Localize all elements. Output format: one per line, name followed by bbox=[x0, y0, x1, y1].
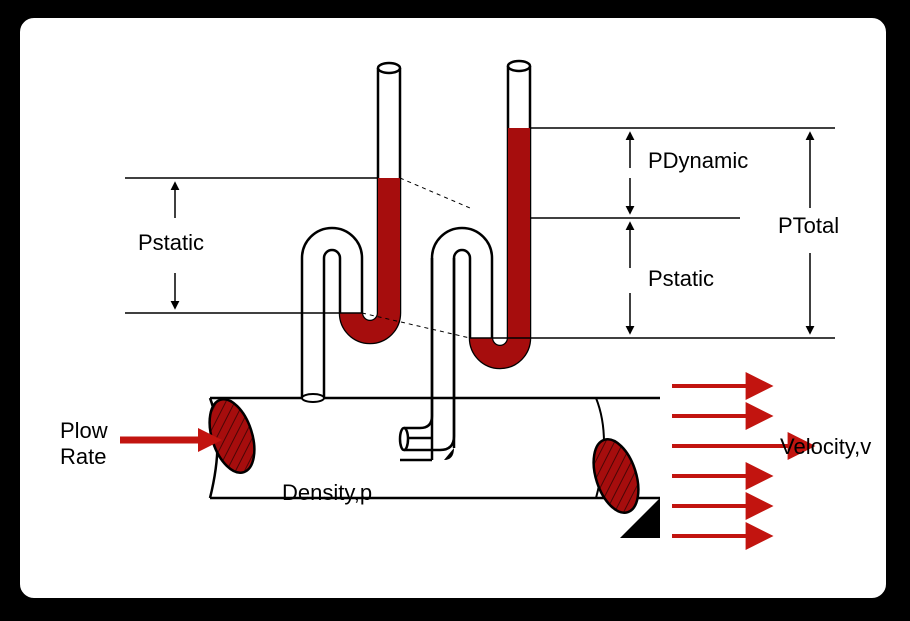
velocity-label: Velocity,v bbox=[780, 434, 871, 460]
flow-rate-arrow bbox=[120, 428, 222, 452]
pstatic-left-label: Pstatic bbox=[138, 230, 204, 256]
static-u-tube bbox=[302, 63, 400, 402]
pipe bbox=[210, 398, 660, 538]
diagram-svg bbox=[20, 18, 886, 598]
static-tube-fluid bbox=[340, 178, 400, 343]
ptotal-label: PTotal bbox=[778, 213, 839, 239]
diagram-frame: Plow Rate Density,p Velocity,v Pstatic P… bbox=[18, 16, 888, 600]
outlet-cross-section bbox=[585, 434, 647, 519]
pitot-tube-fluid bbox=[470, 128, 530, 368]
pstatic-right-label: Pstatic bbox=[648, 266, 714, 292]
pdynamic-label: PDynamic bbox=[648, 148, 748, 174]
flow-rate-label: Plow Rate bbox=[60, 418, 108, 470]
density-label: Density,p bbox=[282, 480, 372, 506]
velocity-arrows bbox=[672, 386, 810, 536]
pitot-u-tube bbox=[400, 61, 530, 460]
